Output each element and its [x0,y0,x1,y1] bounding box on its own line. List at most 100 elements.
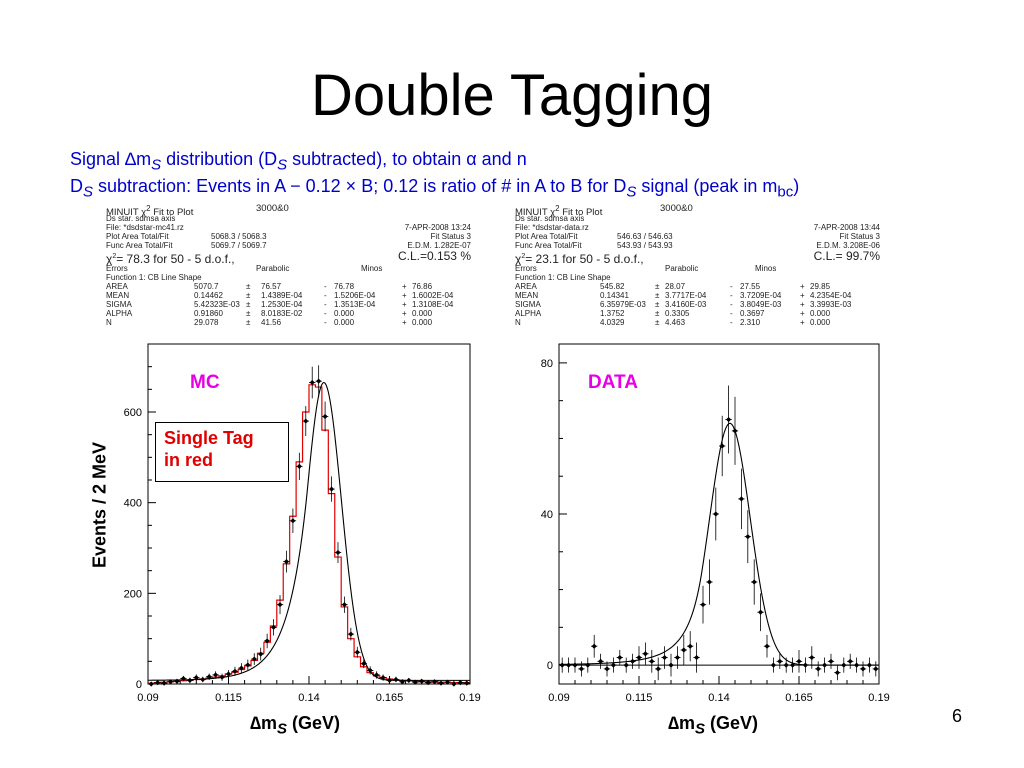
point-marker [598,658,604,664]
fit-results-box-mc: MINUIT χ2 Fit to Plot 3000&0 Ds star. sdm… [106,203,471,327]
data-point [655,657,662,681]
fit-param-minus: 2.310 [740,318,761,327]
data-point [821,657,828,673]
point-marker [464,680,470,686]
point-marker [238,665,244,671]
point-marker [438,680,444,686]
point-marker [386,677,393,683]
data-point [205,673,213,680]
slide-title: Double Tagging [310,63,714,128]
data-point [751,559,758,605]
point-marker [193,675,199,681]
data-point [770,657,777,673]
fit-param-minus: 76.78 [334,282,355,291]
point-marker [303,418,309,424]
data-point [354,646,361,658]
point-marker [341,602,348,608]
fit-results-box-data: MINUIT χ2 Fit to Plot 3000&0 Ds star. sdm… [515,203,880,327]
point-marker [283,559,290,565]
x-tick-label: 0.165 [376,692,404,704]
data-point [629,653,636,669]
point-marker [694,654,700,661]
subtitle-line-2: DS subtraction: Events in A − 0.12 × B; … [70,176,800,201]
data-point [648,650,655,673]
data-point [450,681,458,687]
point-marker [155,680,161,686]
fit-param-minus: 27.55 [740,282,761,291]
fit-param-row: ALPHA 1.3752 ±0.3305 -0.3697 +0.000 [515,309,880,318]
fit-param-name: ALPHA [515,309,542,318]
y-tick-label: 80 [541,358,553,370]
point-marker [674,654,680,661]
data-point [840,657,847,673]
data-point [302,406,309,437]
data-point [834,665,841,681]
fit-param-pm: ± [246,291,251,300]
fit-param-m: - [730,291,733,300]
point-marker [713,511,719,517]
fit-param-value: 0.14341 [600,291,629,300]
data-point [725,385,732,454]
data-point [616,650,623,666]
fit-param-plus: 3.3993E-03 [810,300,852,309]
point-marker [425,680,431,686]
data-point [360,659,367,669]
point-marker [354,649,360,655]
point-marker [559,662,565,668]
fit-param-name: N [106,318,112,327]
point-marker [732,428,738,434]
fit-param-value: 545.82 [600,282,625,291]
point-marker [764,643,770,649]
fit-param-p: + [800,282,805,291]
fit-param-p: + [402,282,407,291]
y-tick-label: 400 [124,498,142,510]
fit-param-pm: ± [655,309,660,318]
fit-param-p: + [800,291,805,300]
data-point [808,646,815,669]
fit-param-name: SIGMA [515,300,541,309]
data-point [763,634,771,658]
data-point [276,595,284,615]
point-marker [726,416,732,423]
x-tick-label: 0.14 [298,692,319,704]
data-point [693,642,700,673]
data-point [795,650,803,673]
point-marker [361,661,367,667]
data-point [167,679,174,685]
data-point [218,673,226,681]
fit-param-m: - [324,318,327,327]
point-marker [219,674,225,680]
point-marker [706,579,712,585]
data-point [872,661,879,677]
x-tick-label: 0.115 [215,692,242,704]
single-tag-note: Single Tag in red [155,422,289,482]
point-marker [200,676,206,683]
fit-param-value: 1.3752 [600,309,625,318]
page-number: 6 [951,706,962,726]
fit-param-m: - [730,300,733,309]
data-point [225,669,232,679]
fit-param-err: 41.56 [261,318,282,327]
x-tick-label: 0.09 [137,692,158,704]
data-point [270,619,277,636]
point-marker [374,672,380,678]
data-point [853,657,860,673]
data-point [674,646,681,669]
point-marker [309,379,315,386]
point-marker [751,579,757,585]
point-marker [232,668,238,674]
fit-param-plus: 4.2354E-04 [810,291,852,300]
point-marker [290,518,296,524]
fit-param-row: SIGMA 5.42323E-03 ±1.2530E-04 -1.3513E-04 +1… [106,300,471,309]
point-marker [148,681,154,687]
data-point [379,674,387,681]
point-marker [206,674,212,680]
data-point [463,680,470,686]
data-point [347,627,355,641]
data-point [418,678,425,684]
point-marker [419,678,425,684]
point-marker [802,662,808,668]
point-marker [847,658,853,664]
point-marker [578,666,584,672]
fit-param-err: 3.7717E-04 [665,291,707,300]
